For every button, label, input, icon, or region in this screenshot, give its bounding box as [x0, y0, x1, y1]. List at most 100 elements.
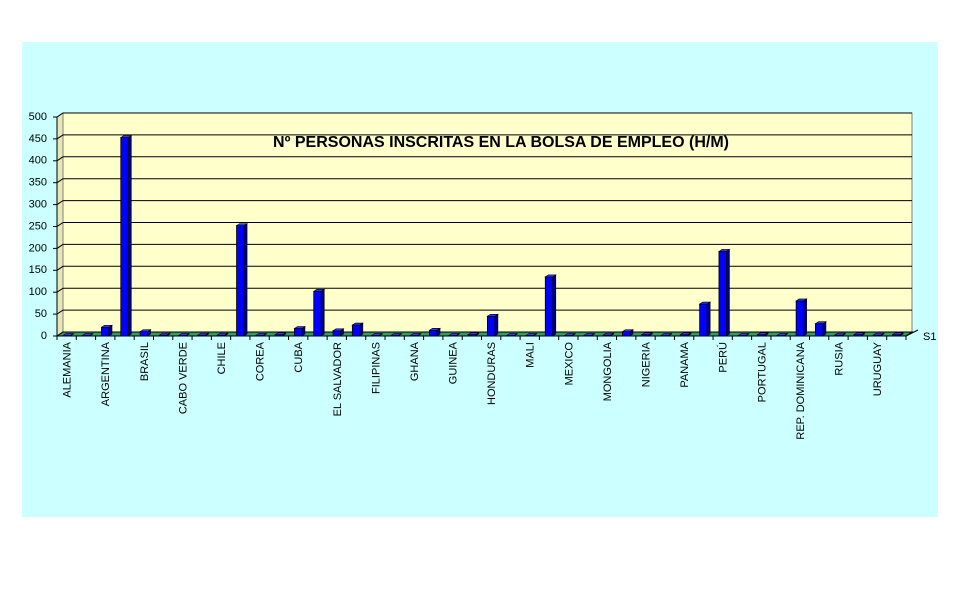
bars — [61, 135, 905, 337]
gridline — [56, 265, 912, 271]
y-tick-label: 100 — [29, 286, 47, 298]
bar — [833, 332, 847, 337]
bar-top — [467, 332, 480, 335]
bar-top — [389, 333, 403, 336]
bar-top — [332, 328, 345, 332]
y-tick-label: 150 — [29, 264, 47, 276]
bar — [775, 333, 789, 337]
bar-front — [139, 331, 148, 337]
bar-side — [320, 288, 325, 337]
bar — [81, 333, 94, 337]
bar — [679, 332, 692, 337]
x-tick-label: PANAMA — [679, 341, 691, 387]
bar-top — [795, 298, 808, 302]
bar-top — [524, 333, 538, 336]
bar-front — [795, 300, 805, 337]
y-axis-ticks: 0 50 100 150 200 250 300 350 400 450 500 — [29, 111, 57, 342]
bar-side — [494, 313, 499, 337]
x-tick-label: EL SALVADOR — [332, 342, 344, 416]
x-tick-label: COREA — [255, 341, 267, 381]
bar — [717, 248, 731, 337]
bar — [467, 332, 480, 337]
bar — [853, 332, 866, 337]
x-tick-label: ALEMANIA — [62, 341, 74, 397]
bar-top — [370, 333, 384, 336]
bar-front — [101, 326, 110, 337]
bar-top — [775, 333, 789, 336]
gridline — [56, 222, 912, 227]
bar-top — [717, 249, 731, 252]
bar — [389, 333, 403, 337]
x-tick-label: NIGERIA — [641, 341, 653, 387]
legend-leader-line — [905, 329, 919, 337]
bar — [100, 324, 113, 337]
x-tick-label: CABO VERDE — [177, 342, 189, 414]
bar — [312, 288, 326, 337]
bar-front — [120, 137, 129, 337]
legend-series-name: S1 — [923, 331, 936, 343]
legend: S1 — [905, 329, 936, 343]
bar — [872, 332, 885, 337]
bar — [640, 332, 654, 337]
bar-top — [660, 333, 673, 336]
bar-front — [718, 251, 727, 337]
bar-top — [274, 332, 287, 335]
bar-top — [833, 332, 847, 336]
y-tick-label: 0 — [41, 330, 47, 342]
bar — [254, 333, 268, 337]
gridline — [56, 200, 912, 206]
x-tick-label: GHANA — [409, 341, 421, 381]
x-tick-label: PORTUGAL — [756, 342, 768, 402]
bar-front — [486, 315, 496, 337]
bar-top — [119, 135, 133, 138]
x-tick-label: MALI — [525, 342, 537, 368]
bar-side — [803, 298, 807, 337]
bar-top — [891, 332, 905, 335]
bar-top — [100, 324, 113, 328]
bar — [698, 301, 712, 337]
bar — [524, 333, 538, 337]
bar-top — [235, 223, 249, 226]
x-tick-label: BRASIL — [139, 342, 151, 381]
bar-top — [409, 333, 422, 336]
bar — [351, 322, 364, 337]
bar-top — [640, 332, 654, 335]
bar — [274, 332, 287, 337]
bar-top — [293, 326, 306, 329]
bar — [216, 332, 229, 337]
chart-title: Nº PERSONAS INSCRITAS EN LA BOLSA DE EMP… — [273, 134, 729, 151]
bar-top — [447, 333, 461, 336]
x-tick-label: GUINEA — [448, 341, 460, 384]
x-tick-label: FILIPINAS — [370, 342, 382, 394]
bar-front — [294, 328, 303, 337]
y-tick-label: 200 — [29, 242, 47, 254]
bar-top — [486, 313, 499, 317]
bar-side — [552, 274, 557, 337]
bar-top — [196, 332, 210, 336]
bar-top — [177, 333, 191, 336]
bar-top — [351, 322, 364, 326]
bar-side — [243, 223, 248, 337]
bar-top — [216, 332, 229, 336]
bar-top — [679, 332, 692, 335]
bar — [139, 329, 152, 337]
bar-front — [544, 276, 554, 337]
gridline — [56, 309, 912, 315]
bar-front — [313, 290, 322, 337]
bar — [544, 274, 557, 337]
bar-top — [853, 332, 866, 335]
bar — [447, 333, 461, 337]
bar-side — [726, 248, 730, 337]
bar — [332, 328, 345, 337]
bar — [177, 333, 191, 337]
bar — [582, 333, 596, 337]
bar-front — [236, 225, 245, 337]
gridline — [56, 112, 912, 118]
x-tick-label: MONGOLIA — [602, 341, 614, 401]
bar-front — [332, 330, 341, 337]
x-axis-ticks: ALEMANIA ARGENTINA BRASIL CABO VERDE CHILE CO… — [56, 336, 907, 440]
bar — [370, 333, 384, 337]
bar — [486, 313, 499, 337]
bar-top — [312, 289, 326, 292]
